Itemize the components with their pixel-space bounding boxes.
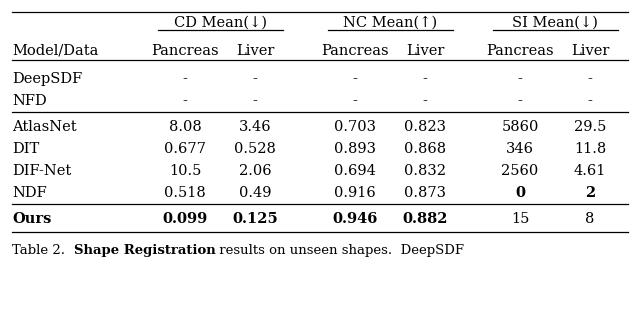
Text: 10.5: 10.5 xyxy=(169,164,201,178)
Text: Liver: Liver xyxy=(571,44,609,58)
Text: -: - xyxy=(588,72,593,86)
Text: 0.916: 0.916 xyxy=(334,186,376,200)
Text: -: - xyxy=(182,94,188,108)
Text: Ours: Ours xyxy=(12,212,51,226)
Text: 5860: 5860 xyxy=(501,120,539,134)
Text: DIF-Net: DIF-Net xyxy=(12,164,71,178)
Text: -: - xyxy=(353,94,357,108)
Text: 2.06: 2.06 xyxy=(239,164,271,178)
Text: 2560: 2560 xyxy=(501,164,539,178)
Text: 0.832: 0.832 xyxy=(404,164,446,178)
Text: 0.125: 0.125 xyxy=(232,212,278,226)
Text: 0.694: 0.694 xyxy=(334,164,376,178)
Text: -: - xyxy=(422,72,428,86)
Text: 0.49: 0.49 xyxy=(239,186,271,200)
Text: Pancreas: Pancreas xyxy=(321,44,389,58)
Text: 0.823: 0.823 xyxy=(404,120,446,134)
Text: SI Mean(↓): SI Mean(↓) xyxy=(512,16,598,30)
Text: DeepSDF: DeepSDF xyxy=(12,72,83,86)
Text: Pancreas: Pancreas xyxy=(486,44,554,58)
Text: Pancreas: Pancreas xyxy=(151,44,219,58)
Text: 346: 346 xyxy=(506,142,534,156)
Text: NFD: NFD xyxy=(12,94,47,108)
Text: 0.677: 0.677 xyxy=(164,142,206,156)
Text: 3.46: 3.46 xyxy=(239,120,271,134)
Text: CD Mean(↓): CD Mean(↓) xyxy=(173,16,266,30)
Text: 4.61: 4.61 xyxy=(574,164,606,178)
Text: -: - xyxy=(253,94,257,108)
Text: Liver: Liver xyxy=(406,44,444,58)
Text: NC Mean(↑): NC Mean(↑) xyxy=(343,16,437,30)
Text: -: - xyxy=(182,72,188,86)
Text: Table 2.: Table 2. xyxy=(12,244,74,257)
Text: -: - xyxy=(353,72,357,86)
Text: 0.882: 0.882 xyxy=(403,212,448,226)
Text: 0.099: 0.099 xyxy=(163,212,207,226)
Text: -: - xyxy=(588,94,593,108)
Text: 0.868: 0.868 xyxy=(404,142,446,156)
Text: 0.946: 0.946 xyxy=(332,212,378,226)
Text: Shape Registration: Shape Registration xyxy=(74,244,215,257)
Text: 0.893: 0.893 xyxy=(334,142,376,156)
Text: 0.528: 0.528 xyxy=(234,142,276,156)
Text: -: - xyxy=(422,94,428,108)
Text: 0.518: 0.518 xyxy=(164,186,206,200)
Text: 11.8: 11.8 xyxy=(574,142,606,156)
Text: DIT: DIT xyxy=(12,142,39,156)
Text: -: - xyxy=(518,94,522,108)
Text: 8.08: 8.08 xyxy=(168,120,202,134)
Text: 29.5: 29.5 xyxy=(574,120,606,134)
Text: 0.703: 0.703 xyxy=(334,120,376,134)
Text: 15: 15 xyxy=(511,212,529,226)
Text: Liver: Liver xyxy=(236,44,274,58)
Text: 2: 2 xyxy=(585,186,595,200)
Text: -: - xyxy=(253,72,257,86)
Text: NDF: NDF xyxy=(12,186,47,200)
Text: Model/Data: Model/Data xyxy=(12,44,99,58)
Text: 0.873: 0.873 xyxy=(404,186,446,200)
Text: 8: 8 xyxy=(586,212,595,226)
Text: -: - xyxy=(518,72,522,86)
Text: AtlasNet: AtlasNet xyxy=(12,120,77,134)
Text: 0: 0 xyxy=(515,186,525,200)
Text: results on unseen shapes.  DeepSDF: results on unseen shapes. DeepSDF xyxy=(215,244,464,257)
